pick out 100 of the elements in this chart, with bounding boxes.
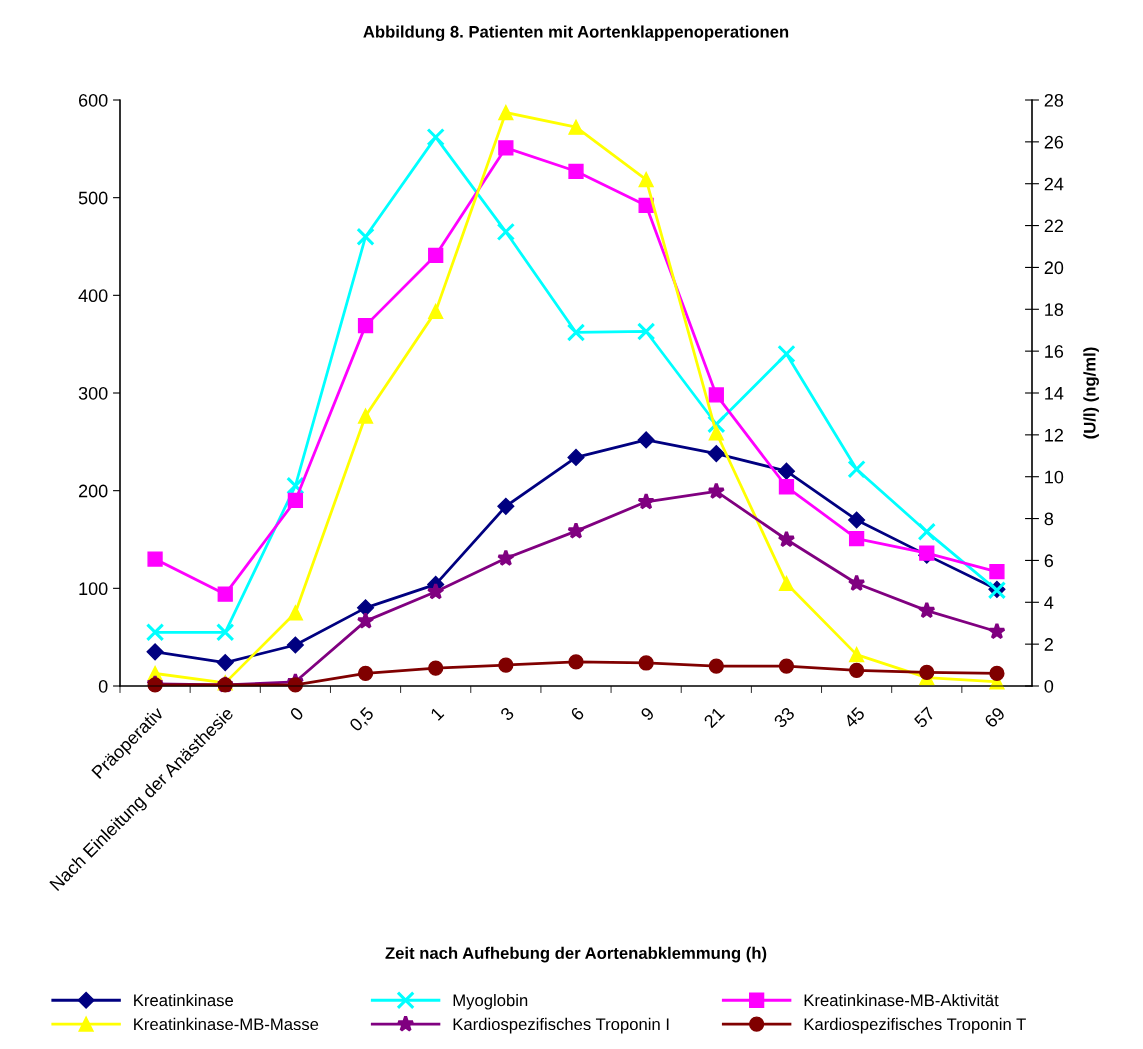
point bbox=[708, 425, 724, 441]
y-tick-label: 300 bbox=[78, 386, 108, 400]
y-tick-label: 100 bbox=[79, 582, 108, 596]
point bbox=[568, 119, 584, 135]
point bbox=[356, 611, 375, 629]
y2-tick-label: 26 bbox=[1044, 135, 1064, 149]
point bbox=[778, 658, 795, 674]
y2-tick-label: 18 bbox=[1045, 303, 1064, 317]
y2-tick-label: 20 bbox=[1044, 261, 1064, 275]
point bbox=[286, 476, 305, 495]
point bbox=[216, 654, 234, 672]
y-tick-label: 0 bbox=[98, 679, 108, 693]
x-tick-label: 6 bbox=[569, 706, 585, 722]
point bbox=[777, 530, 796, 548]
y2-tick-label: 14 bbox=[1045, 387, 1064, 400]
point bbox=[217, 586, 233, 602]
y2-tick-label: 28 bbox=[1044, 93, 1064, 107]
point bbox=[357, 408, 374, 424]
point bbox=[568, 654, 584, 670]
x-tick-label: 21 bbox=[703, 706, 725, 729]
point bbox=[848, 511, 866, 529]
y2-tick-label: 2 bbox=[1044, 638, 1053, 651]
point bbox=[637, 431, 655, 449]
point bbox=[637, 492, 655, 510]
point bbox=[708, 387, 724, 403]
x-tick-label: 33 bbox=[773, 706, 796, 729]
y2-tick-label: 0 bbox=[1044, 679, 1054, 693]
x-tick-label: 1 bbox=[430, 706, 445, 721]
point bbox=[568, 163, 584, 179]
y2-tick-label: 6 bbox=[1044, 554, 1054, 568]
legend-label: Kardiospezifisches Troponin I bbox=[453, 1017, 669, 1034]
x-axis-title: Zeit nach Aufhebung der Aortenabklemmung (h) bbox=[385, 946, 767, 963]
point bbox=[146, 643, 164, 661]
point bbox=[286, 636, 304, 654]
point bbox=[989, 564, 1005, 580]
point bbox=[777, 344, 796, 364]
x-tick-label: 9 bbox=[639, 706, 655, 722]
point bbox=[287, 492, 304, 509]
y2-tick-label: 16 bbox=[1045, 345, 1064, 358]
point bbox=[638, 655, 654, 671]
y-tick-label: 400 bbox=[78, 289, 108, 303]
point bbox=[636, 322, 656, 341]
y-tick-label: 500 bbox=[78, 191, 108, 205]
y2-tick-label: 8 bbox=[1044, 512, 1054, 526]
point bbox=[848, 530, 865, 547]
point bbox=[357, 317, 374, 334]
point bbox=[498, 104, 514, 121]
point bbox=[847, 460, 866, 479]
point bbox=[567, 448, 585, 467]
legend-label: Kreatinkinase-MB-Masse bbox=[134, 1017, 319, 1031]
point bbox=[638, 171, 654, 188]
point bbox=[708, 658, 724, 674]
point bbox=[707, 482, 726, 500]
point bbox=[778, 575, 795, 592]
x-tick-label: 69 bbox=[983, 706, 1006, 729]
point bbox=[145, 623, 165, 642]
point bbox=[707, 445, 725, 463]
point bbox=[496, 222, 516, 242]
legend-label: Kardiospezifisches Troponin T bbox=[804, 1017, 1026, 1034]
point bbox=[917, 601, 936, 619]
legend-label: Myoglobin bbox=[453, 994, 528, 1010]
point bbox=[848, 646, 865, 663]
point bbox=[426, 127, 445, 147]
point bbox=[566, 323, 586, 342]
x-tick-label: 45 bbox=[843, 706, 866, 729]
point bbox=[989, 665, 1005, 682]
point bbox=[147, 551, 163, 567]
y2-axis-title: (U/l) (ng/ml) bbox=[1083, 347, 1099, 439]
legend-label: Kreatinkinase-MB-Aktivität bbox=[804, 994, 999, 1007]
point bbox=[567, 521, 585, 539]
point bbox=[216, 623, 235, 642]
x-tick-label: 0,5 bbox=[348, 706, 376, 734]
point bbox=[357, 665, 374, 682]
y2-tick-label: 10 bbox=[1045, 470, 1064, 484]
y2-tick-label: 24 bbox=[1044, 177, 1064, 191]
point bbox=[917, 522, 936, 541]
point bbox=[988, 622, 1006, 640]
y2-tick-label: 12 bbox=[1045, 428, 1063, 442]
point bbox=[848, 662, 865, 678]
point bbox=[356, 599, 375, 617]
point bbox=[847, 574, 866, 592]
point bbox=[497, 549, 515, 567]
y-tick-label: 600 bbox=[78, 93, 108, 107]
point bbox=[778, 479, 795, 495]
point bbox=[426, 582, 445, 600]
point bbox=[777, 462, 796, 480]
point bbox=[497, 497, 515, 515]
point bbox=[498, 140, 514, 156]
point bbox=[919, 664, 935, 681]
x-tick-label: 0 bbox=[289, 706, 305, 722]
point bbox=[498, 657, 514, 673]
point bbox=[287, 605, 304, 621]
point bbox=[356, 227, 375, 246]
x-tick-label: 3 bbox=[499, 706, 515, 722]
chart-title: Abbildung 8. Patienten mit Aortenklappenoperationen bbox=[363, 25, 789, 42]
y2-tick-label: 4 bbox=[1044, 596, 1054, 609]
point bbox=[428, 247, 444, 263]
y2-tick-label: 22 bbox=[1044, 219, 1063, 233]
point bbox=[428, 303, 444, 320]
x-tick-label: 57 bbox=[913, 706, 936, 729]
